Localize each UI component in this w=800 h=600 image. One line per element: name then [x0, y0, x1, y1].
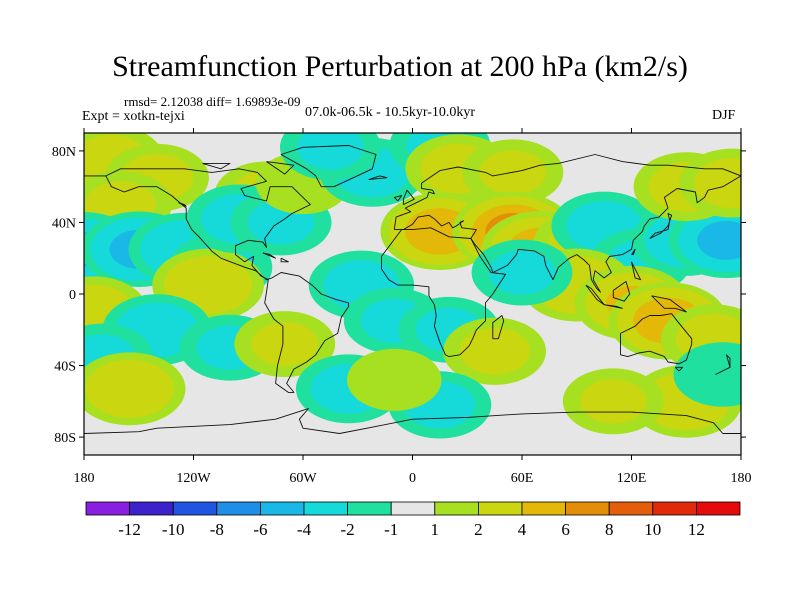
coastline-12	[631, 248, 636, 256]
contour-level	[297, 133, 364, 170]
coastline-8	[612, 281, 631, 302]
colorbar-label: -4	[297, 520, 312, 539]
field-anomaly-41	[471, 239, 573, 306]
contour-level	[459, 327, 530, 375]
contour-level	[579, 379, 647, 424]
x-tick-label: 120E	[617, 471, 647, 486]
coastline-13	[631, 261, 642, 281]
x-tick-label: 60W	[289, 471, 317, 486]
coastline-9	[604, 304, 623, 309]
colorbar-label: -8	[210, 520, 224, 539]
period-label: 07.0k-06.5k - 10.5kyr-10.0kyr	[305, 105, 476, 120]
colorbar-swatch	[172, 501, 218, 516]
y-tick-label: 80S	[54, 431, 76, 446]
field-anomaly-35	[84, 352, 186, 426]
chart-title: Streamfunction Perturbation at 200 hPa (…	[112, 50, 688, 83]
y-tick-label: 40N	[52, 216, 76, 231]
season-label: DJF	[712, 108, 736, 123]
colorbar: -12 -10 -8 -6 -4 -2 -1 1 2 4 6 8 10 12	[85, 501, 741, 539]
colorbar-label: -10	[162, 520, 185, 539]
experiment-label: Expt = xotkn-tejxi	[82, 109, 185, 124]
contour-level	[163, 256, 253, 315]
colorbar-swatch	[608, 501, 654, 516]
x-tick-label: 180	[731, 471, 752, 486]
x-tick-label: 0	[409, 471, 416, 486]
coastline-10	[651, 295, 687, 313]
coastline-22	[262, 252, 277, 259]
coastline-14	[402, 189, 415, 206]
contour-level	[347, 348, 442, 411]
rmsd-diff-stats: rmsd= 2.12038 diff= 1.69893e-09	[124, 94, 301, 109]
colorbar-swatch	[652, 501, 697, 516]
colorbar-label: 12	[688, 520, 705, 539]
contour-level	[488, 250, 556, 295]
colorbar-swatch	[129, 501, 174, 516]
contour-level	[673, 342, 741, 407]
coastline-17	[280, 145, 377, 188]
colorbar-swatch	[216, 501, 261, 516]
coastline-25	[202, 162, 231, 170]
y-tick-label: 80N	[52, 145, 76, 160]
coastline-1	[393, 154, 741, 230]
colorbar-swatch	[521, 501, 566, 516]
coastline-0	[105, 168, 350, 393]
field-anomaly-46	[562, 368, 664, 435]
field-layer	[84, 133, 741, 439]
coastline-3	[394, 175, 741, 293]
field-anomaly-40	[443, 317, 547, 385]
colorbar-label: -6	[253, 520, 267, 539]
coastline-11	[649, 213, 673, 239]
field-anomaly-26	[679, 148, 741, 218]
colorbar-label: -12	[118, 520, 141, 539]
colorbar-swatch	[85, 501, 130, 516]
colorbar-swatch	[390, 501, 436, 516]
coastline-15	[393, 195, 403, 202]
colorbar-label: 6	[561, 520, 570, 539]
colorbar-swatch	[565, 501, 610, 516]
coastline-5	[492, 315, 505, 340]
x-tick-label: 120W	[176, 471, 211, 486]
coastline-4	[381, 227, 507, 358]
field-anomaly-24	[668, 202, 741, 279]
colorbar-swatch	[434, 501, 479, 516]
colorbar-label: -2	[341, 520, 355, 539]
colorbar-swatch	[696, 501, 741, 516]
y-tick-label: 0	[69, 288, 76, 303]
colorbar-swatch	[347, 501, 392, 516]
x-tick-label: 60E	[511, 471, 534, 486]
coastline-16	[368, 175, 388, 180]
colorbar-label: 10	[644, 520, 661, 539]
coastline-19	[715, 354, 731, 375]
field-anomaly-13	[279, 133, 381, 181]
colorbar-label: 2	[474, 520, 483, 539]
contour-level	[85, 359, 174, 418]
y-tick-label: 40S	[54, 360, 76, 375]
colorbar-label: -1	[384, 520, 398, 539]
colorbar-label: 1	[431, 520, 440, 539]
x-tick-label: 180	[74, 471, 95, 486]
field-anomaly-36	[234, 311, 336, 378]
field-anomaly-47	[673, 342, 741, 407]
colorbar-label: 4	[518, 520, 527, 539]
coastline-layer	[84, 145, 741, 434]
colorbar-swatch	[303, 501, 348, 516]
coastline-20	[674, 366, 684, 372]
coastline-21	[84, 408, 741, 434]
colorbar-label: 8	[605, 520, 614, 539]
contour-level	[693, 158, 741, 209]
contour-level	[251, 321, 319, 367]
contour-level	[697, 220, 741, 260]
coastline-23	[280, 257, 289, 263]
coastline-24	[266, 161, 295, 175]
colorbar-swatch	[477, 501, 523, 516]
coastline-18	[178, 202, 187, 207]
coastline-6	[620, 313, 693, 365]
axes-layer: 180 120W 60W 0 60E 120E 180 80N 40N 0 40S 80S	[52, 128, 752, 486]
colorbar-swatch	[259, 501, 305, 516]
field-anomaly-44	[347, 348, 442, 411]
